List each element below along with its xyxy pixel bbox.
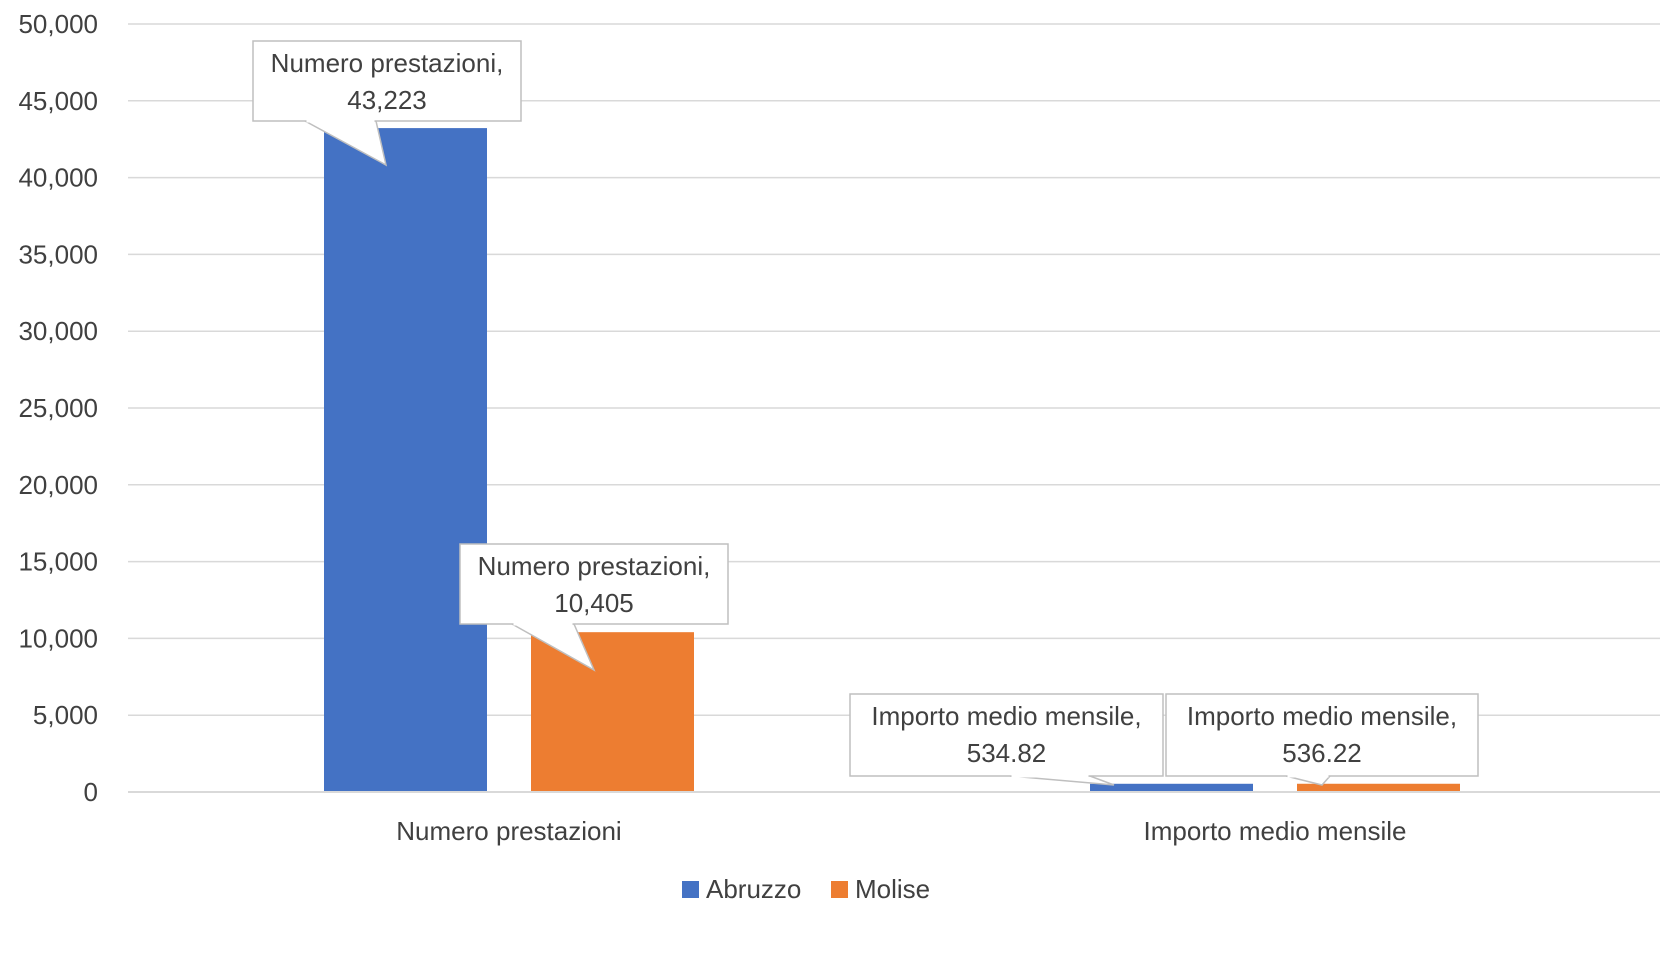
legend: Abruzzo Molise bbox=[682, 874, 930, 904]
callout-box bbox=[252, 40, 522, 122]
data-label-category: Numero prestazioni, bbox=[271, 48, 504, 78]
data-label-callout: Importo medio mensile, 536.22 bbox=[1165, 693, 1479, 786]
y-tick-label: 40,000 bbox=[18, 163, 98, 193]
x-category-label: Numero prestazioni bbox=[396, 816, 621, 846]
x-axis-category-labels: Numero prestazioni Importo medio mensile bbox=[396, 816, 1406, 846]
y-tick-label: 10,000 bbox=[18, 623, 98, 653]
legend-swatch bbox=[831, 881, 848, 898]
x-category-label: Importo medio mensile bbox=[1144, 816, 1407, 846]
data-label-value: 534.82 bbox=[967, 738, 1047, 768]
bar-molise-0 bbox=[531, 632, 694, 792]
y-tick-label: 20,000 bbox=[18, 470, 98, 500]
y-tick-label: 30,000 bbox=[18, 316, 98, 346]
y-tick-label: 15,000 bbox=[18, 547, 98, 577]
data-label-category: Importo medio mensile, bbox=[1187, 701, 1457, 731]
legend-label: Abruzzo bbox=[706, 874, 801, 904]
y-tick-label: 50,000 bbox=[18, 9, 98, 39]
legend-swatch bbox=[682, 881, 699, 898]
bar-abruzzo-1 bbox=[1090, 783, 1253, 792]
callout-box bbox=[459, 543, 729, 625]
data-label-value: 43,223 bbox=[347, 85, 427, 115]
data-label-value: 10,405 bbox=[554, 588, 634, 618]
legend-item-abruzzo: Abruzzo bbox=[682, 874, 801, 904]
legend-label: Molise bbox=[855, 874, 930, 904]
y-tick-label: 35,000 bbox=[18, 239, 98, 269]
y-tick-label: 25,000 bbox=[18, 393, 98, 423]
data-label-callout: Importo medio mensile, 534.82 bbox=[849, 693, 1164, 786]
callout-box bbox=[849, 693, 1164, 777]
data-label-category: Numero prestazioni, bbox=[478, 551, 711, 581]
y-tick-label: 45,000 bbox=[18, 86, 98, 116]
legend-item-molise: Molise bbox=[831, 874, 930, 904]
data-label-value: 536.22 bbox=[1282, 738, 1362, 768]
bars bbox=[324, 128, 1460, 792]
data-label-callout: Numero prestazioni, 10,405 bbox=[459, 543, 729, 672]
y-tick-label: 5,000 bbox=[33, 700, 98, 730]
data-label-category: Importo medio mensile, bbox=[871, 701, 1141, 731]
bar-molise-1 bbox=[1297, 783, 1460, 792]
y-tick-label: 0 bbox=[84, 777, 98, 807]
data-label-callout: Numero prestazioni, 43,223 bbox=[252, 40, 522, 167]
y-axis-tick-labels: 0 5,000 10,000 15,000 20,000 25,000 30,000 35,0… bbox=[18, 9, 98, 807]
bar-abruzzo-0 bbox=[324, 128, 487, 792]
callout-box bbox=[1165, 693, 1479, 777]
